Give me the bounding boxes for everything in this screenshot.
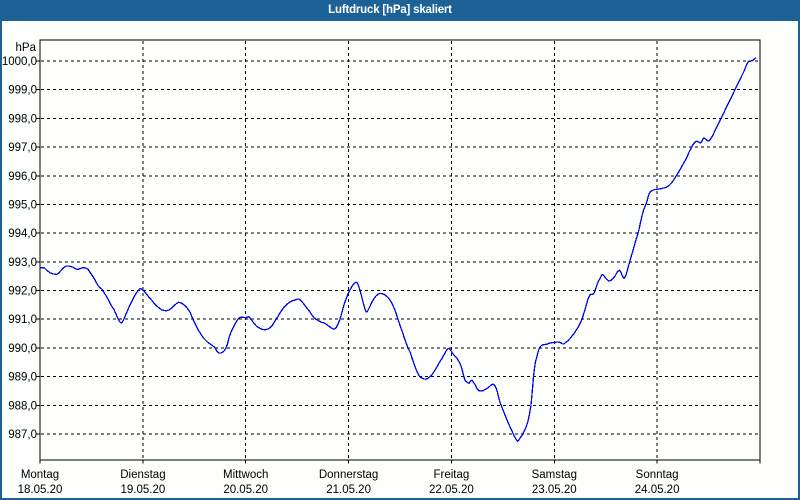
svg-text:19.05.20: 19.05.20 — [121, 484, 166, 496]
svg-text:Sonntag: Sonntag — [636, 469, 679, 481]
svg-text:Donnerstag: Donnerstag — [319, 469, 378, 481]
svg-text:999,0: 999,0 — [8, 85, 37, 97]
svg-text:22.05.20: 22.05.20 — [429, 484, 474, 496]
svg-text:Mittwoch: Mittwoch — [223, 469, 268, 481]
svg-text:994,0: 994,0 — [8, 228, 37, 240]
svg-text:993,0: 993,0 — [8, 257, 37, 269]
svg-text:18.05.20: 18.05.20 — [18, 484, 63, 496]
svg-text:24.05.20: 24.05.20 — [635, 484, 680, 496]
svg-text:990,0: 990,0 — [8, 343, 37, 355]
svg-text:Montag: Montag — [21, 469, 59, 481]
svg-text:Dienstag: Dienstag — [120, 469, 165, 481]
svg-text:996,0: 996,0 — [8, 171, 37, 183]
svg-text:21.05.20: 21.05.20 — [326, 484, 371, 496]
svg-text:998,0: 998,0 — [8, 113, 37, 125]
svg-text:Samstag: Samstag — [532, 469, 577, 481]
svg-text:997,0: 997,0 — [8, 142, 37, 154]
svg-text:988,0: 988,0 — [8, 400, 37, 412]
svg-text:23.05.20: 23.05.20 — [532, 484, 577, 496]
svg-text:991,0: 991,0 — [8, 314, 37, 326]
svg-text:992,0: 992,0 — [8, 286, 37, 298]
svg-text:hPa: hPa — [16, 42, 37, 54]
svg-text:995,0: 995,0 — [8, 200, 37, 212]
svg-text:1000,0: 1000,0 — [2, 56, 37, 68]
svg-text:989,0: 989,0 — [8, 372, 37, 384]
svg-text:Freitag: Freitag — [434, 469, 470, 481]
svg-text:20.05.20: 20.05.20 — [223, 484, 268, 496]
svg-text:987,0: 987,0 — [8, 429, 37, 441]
